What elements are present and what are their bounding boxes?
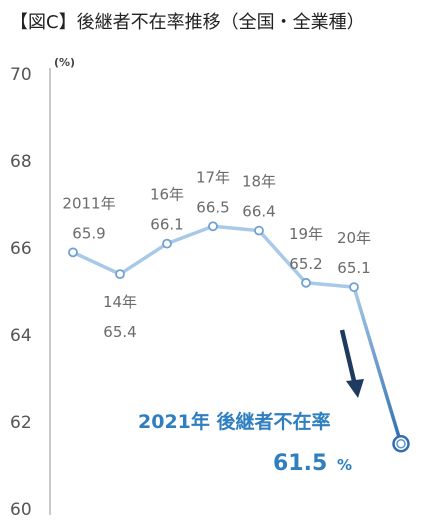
- point-value-label: 65.2: [289, 255, 322, 273]
- y-axis-unit: (%): [54, 56, 75, 69]
- y-tick-label: 66: [10, 239, 32, 259]
- data-point: [208, 221, 218, 232]
- chart-title: 【図C】後継者不在率推移（全国・全業種）: [10, 12, 365, 33]
- data-point: [68, 247, 78, 258]
- highlight-title: 2021年 後継者不在率: [138, 410, 331, 433]
- data-point-2021-inner: [396, 439, 406, 449]
- y-tick-label: 68: [10, 152, 32, 172]
- point-year-label: 19年: [289, 225, 323, 243]
- point-year-label: 18年: [242, 173, 276, 191]
- point-value-label: 65.9: [72, 224, 105, 242]
- y-tick-label: 64: [10, 326, 32, 346]
- y-tick-label: 62: [10, 413, 32, 433]
- data-point: [115, 269, 125, 280]
- y-tick-labels: 60 62 64 66 68 70: [10, 65, 32, 520]
- point-year-label: 17年: [196, 168, 230, 186]
- down-arrow-icon: [339, 329, 364, 398]
- point-value-label: 66.5: [196, 198, 229, 216]
- point-value-label: 66.4: [242, 203, 275, 221]
- data-point: [349, 282, 359, 293]
- data-point: [162, 238, 172, 249]
- point-value-label: 66.1: [150, 216, 183, 234]
- data-series: [68, 221, 410, 453]
- point-value-label: 65.1: [337, 259, 370, 277]
- y-tick-label: 60: [10, 500, 32, 520]
- point-year-label: 20年: [337, 229, 371, 247]
- point-year-label: 2011年: [62, 194, 115, 212]
- highlight-unit: %: [337, 456, 352, 474]
- point-value-label: 65.4: [103, 323, 136, 341]
- point-labels: 2011年 65.9 14年 65.4 16年 66.1 17年 66.5 18年 66.4 19年…: [62, 168, 371, 341]
- point-year-label: 16年: [150, 186, 184, 204]
- highlight-value: 61.5: [273, 451, 327, 476]
- data-point: [301, 277, 311, 288]
- point-year-label: 14年: [103, 293, 137, 311]
- data-point: [254, 225, 264, 236]
- drop-line: [352, 286, 403, 445]
- y-tick-label: 70: [10, 65, 32, 85]
